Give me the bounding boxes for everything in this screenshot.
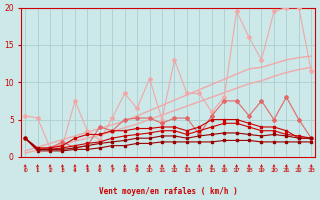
X-axis label: Vent moyen/en rafales ( km/h ): Vent moyen/en rafales ( km/h ) <box>99 187 237 196</box>
